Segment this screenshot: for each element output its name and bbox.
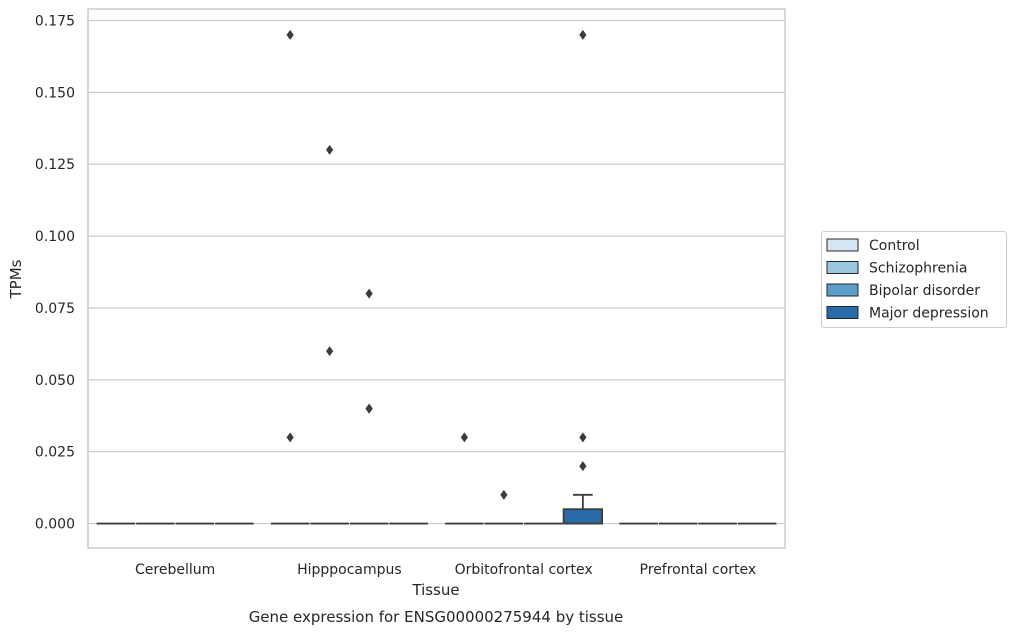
legend: Control Schizophrenia Bipolar disorder Majo…: [821, 231, 1007, 328]
y-tick-label: 0.075: [35, 301, 75, 317]
legend-swatch: [826, 261, 859, 274]
boxes: [96, 29, 777, 525]
outlier-point: [286, 432, 294, 443]
x-axis-label: Tissue: [411, 581, 459, 599]
legend-swatch: [826, 238, 859, 252]
box: [562, 508, 604, 525]
y-tick-label: 0.175: [35, 13, 75, 29]
box-group: [310, 144, 349, 525]
outlier-point: [579, 461, 587, 472]
y-ticks: 0.000 0.025 0.050 0.075 0.100 0.125 0.150 0.175: [35, 13, 75, 532]
x-tick-label: Cerebellum: [135, 562, 215, 578]
outlier-point: [579, 432, 587, 443]
outlier-point: [500, 489, 508, 500]
box-group: [349, 288, 389, 525]
legend-label: Schizophrenia: [869, 261, 967, 277]
legend-swatch: [826, 283, 859, 297]
y-axis-label: TPMs: [7, 259, 25, 299]
outlier-point: [365, 403, 373, 414]
box-group: [484, 489, 524, 525]
outlier-point: [286, 29, 294, 40]
outlier-point: [326, 346, 334, 357]
y-tick-label: 0.100: [35, 229, 75, 245]
x-tick-label: Hipppocampus: [297, 562, 402, 578]
legend-frame: [821, 231, 1007, 328]
box-group: [562, 29, 604, 525]
plot-frame: [87, 8, 786, 549]
outlier-point: [460, 432, 468, 443]
legend-label: Major depression: [869, 306, 989, 322]
y-tick-label: 0.000: [35, 517, 75, 533]
chart-caption: Gene expression for ENSG00000275944 by t…: [249, 608, 624, 626]
x-ticks: Cerebellum Hipppocampus Orbitofrontal cort…: [135, 562, 756, 578]
x-tick-label: Orbitofrontal cortex: [455, 562, 593, 578]
legend-swatch: [826, 306, 859, 319]
y-tick-label: 0.025: [35, 445, 75, 461]
y-tick-label: 0.050: [35, 373, 75, 389]
outlier-point: [365, 288, 373, 299]
outlier-point: [326, 144, 334, 155]
x-tick-label: Prefrontal cortex: [640, 562, 757, 578]
box-group: [270, 29, 310, 525]
box-group: [445, 432, 484, 525]
legend-label: Bipolar disorder: [869, 283, 980, 299]
y-tick-label: 0.125: [35, 157, 75, 173]
outlier-point: [579, 29, 587, 40]
legend-label: Control: [869, 238, 920, 254]
y-tick-label: 0.150: [35, 85, 75, 101]
